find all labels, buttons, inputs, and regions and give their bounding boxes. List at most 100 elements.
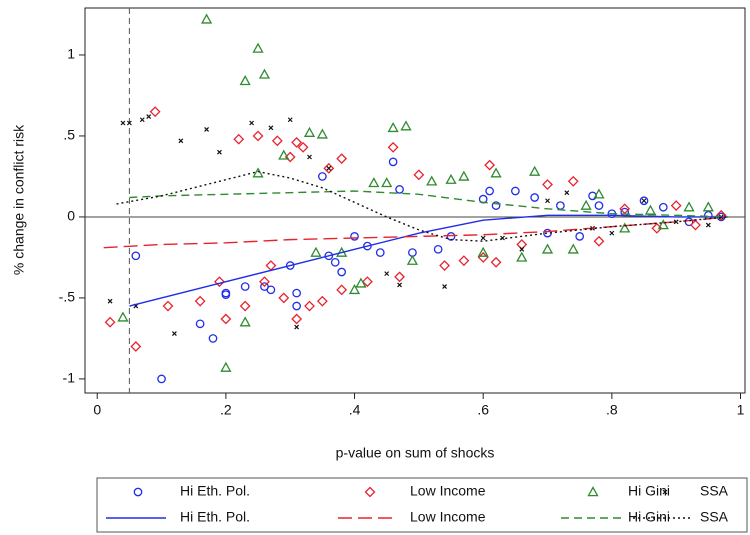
point xyxy=(278,292,290,304)
point xyxy=(221,288,231,298)
point xyxy=(567,175,579,187)
point xyxy=(268,125,274,131)
point xyxy=(480,235,486,241)
x-tick-label: 1 xyxy=(737,402,745,418)
point xyxy=(516,239,528,250)
point xyxy=(324,251,334,261)
point xyxy=(220,313,232,325)
point xyxy=(387,141,399,153)
point xyxy=(375,248,385,257)
point xyxy=(644,204,657,215)
legend-swatch xyxy=(133,487,143,497)
legend-label: Hi Eth. Pol. xyxy=(180,509,250,525)
fit-line xyxy=(129,214,728,307)
point xyxy=(458,255,470,267)
point xyxy=(297,141,309,153)
legend-swatch xyxy=(662,489,668,495)
point xyxy=(542,179,553,190)
point xyxy=(239,316,251,327)
point xyxy=(363,241,372,251)
x-tick-label: .8 xyxy=(606,402,618,418)
point xyxy=(641,198,647,204)
point xyxy=(326,165,332,171)
point xyxy=(217,149,222,155)
point xyxy=(594,201,604,210)
point xyxy=(287,117,293,123)
point xyxy=(529,165,541,176)
point xyxy=(442,284,448,290)
fit-line xyxy=(103,216,728,249)
point xyxy=(690,219,701,231)
y-tick-label: -.5 xyxy=(59,289,76,305)
legend-label: SSA xyxy=(700,509,729,525)
point xyxy=(278,149,290,160)
point xyxy=(149,106,161,118)
point xyxy=(580,199,592,210)
x-axis-title: p-value on sum of shocks xyxy=(336,445,495,461)
point xyxy=(316,128,328,139)
point xyxy=(368,177,380,188)
y-tick-label: 1 xyxy=(67,46,75,62)
point xyxy=(575,232,585,241)
point xyxy=(406,254,419,265)
point xyxy=(395,185,404,194)
point xyxy=(567,243,579,254)
x-tick-label: .2 xyxy=(220,402,232,418)
point xyxy=(171,331,177,336)
point xyxy=(252,167,264,178)
point xyxy=(162,300,174,312)
point xyxy=(304,300,315,312)
point xyxy=(117,311,129,322)
point xyxy=(285,261,295,270)
point xyxy=(400,120,412,131)
fit-line xyxy=(129,190,728,218)
point xyxy=(303,126,316,137)
point xyxy=(556,201,565,210)
point xyxy=(485,186,494,196)
point xyxy=(252,42,264,53)
point xyxy=(323,162,335,174)
y-tick-label: 0 xyxy=(67,208,75,224)
point xyxy=(258,68,271,79)
point xyxy=(381,177,393,188)
y-tick-label: .5 xyxy=(63,127,75,143)
x-tick-label: .4 xyxy=(349,402,361,418)
legend-label: Hi Gini xyxy=(628,509,670,525)
point xyxy=(104,316,116,328)
point xyxy=(259,276,270,288)
point xyxy=(564,190,570,196)
point xyxy=(426,175,438,186)
point xyxy=(639,196,649,206)
point xyxy=(477,246,489,257)
legend-swatch xyxy=(364,486,376,498)
point xyxy=(131,251,141,261)
point xyxy=(715,209,727,221)
legend-swatch xyxy=(587,486,599,497)
point xyxy=(265,260,277,271)
point xyxy=(348,283,361,295)
point xyxy=(388,157,398,167)
point xyxy=(194,295,206,307)
point xyxy=(294,324,300,330)
point xyxy=(683,201,695,212)
point xyxy=(271,135,283,147)
point xyxy=(240,282,250,291)
point xyxy=(490,256,502,268)
point xyxy=(336,284,348,296)
point xyxy=(214,276,225,288)
point xyxy=(433,244,443,254)
point xyxy=(204,127,210,132)
point xyxy=(439,260,451,271)
point xyxy=(593,235,605,247)
point xyxy=(361,276,373,288)
point xyxy=(519,246,525,252)
legend-label: Low Income xyxy=(410,483,486,499)
point xyxy=(387,122,399,133)
point xyxy=(397,282,402,288)
legend-label: Hi Eth. Pol. xyxy=(180,483,250,499)
point xyxy=(484,159,496,171)
point xyxy=(107,298,113,304)
point xyxy=(516,251,528,262)
point xyxy=(530,193,539,202)
